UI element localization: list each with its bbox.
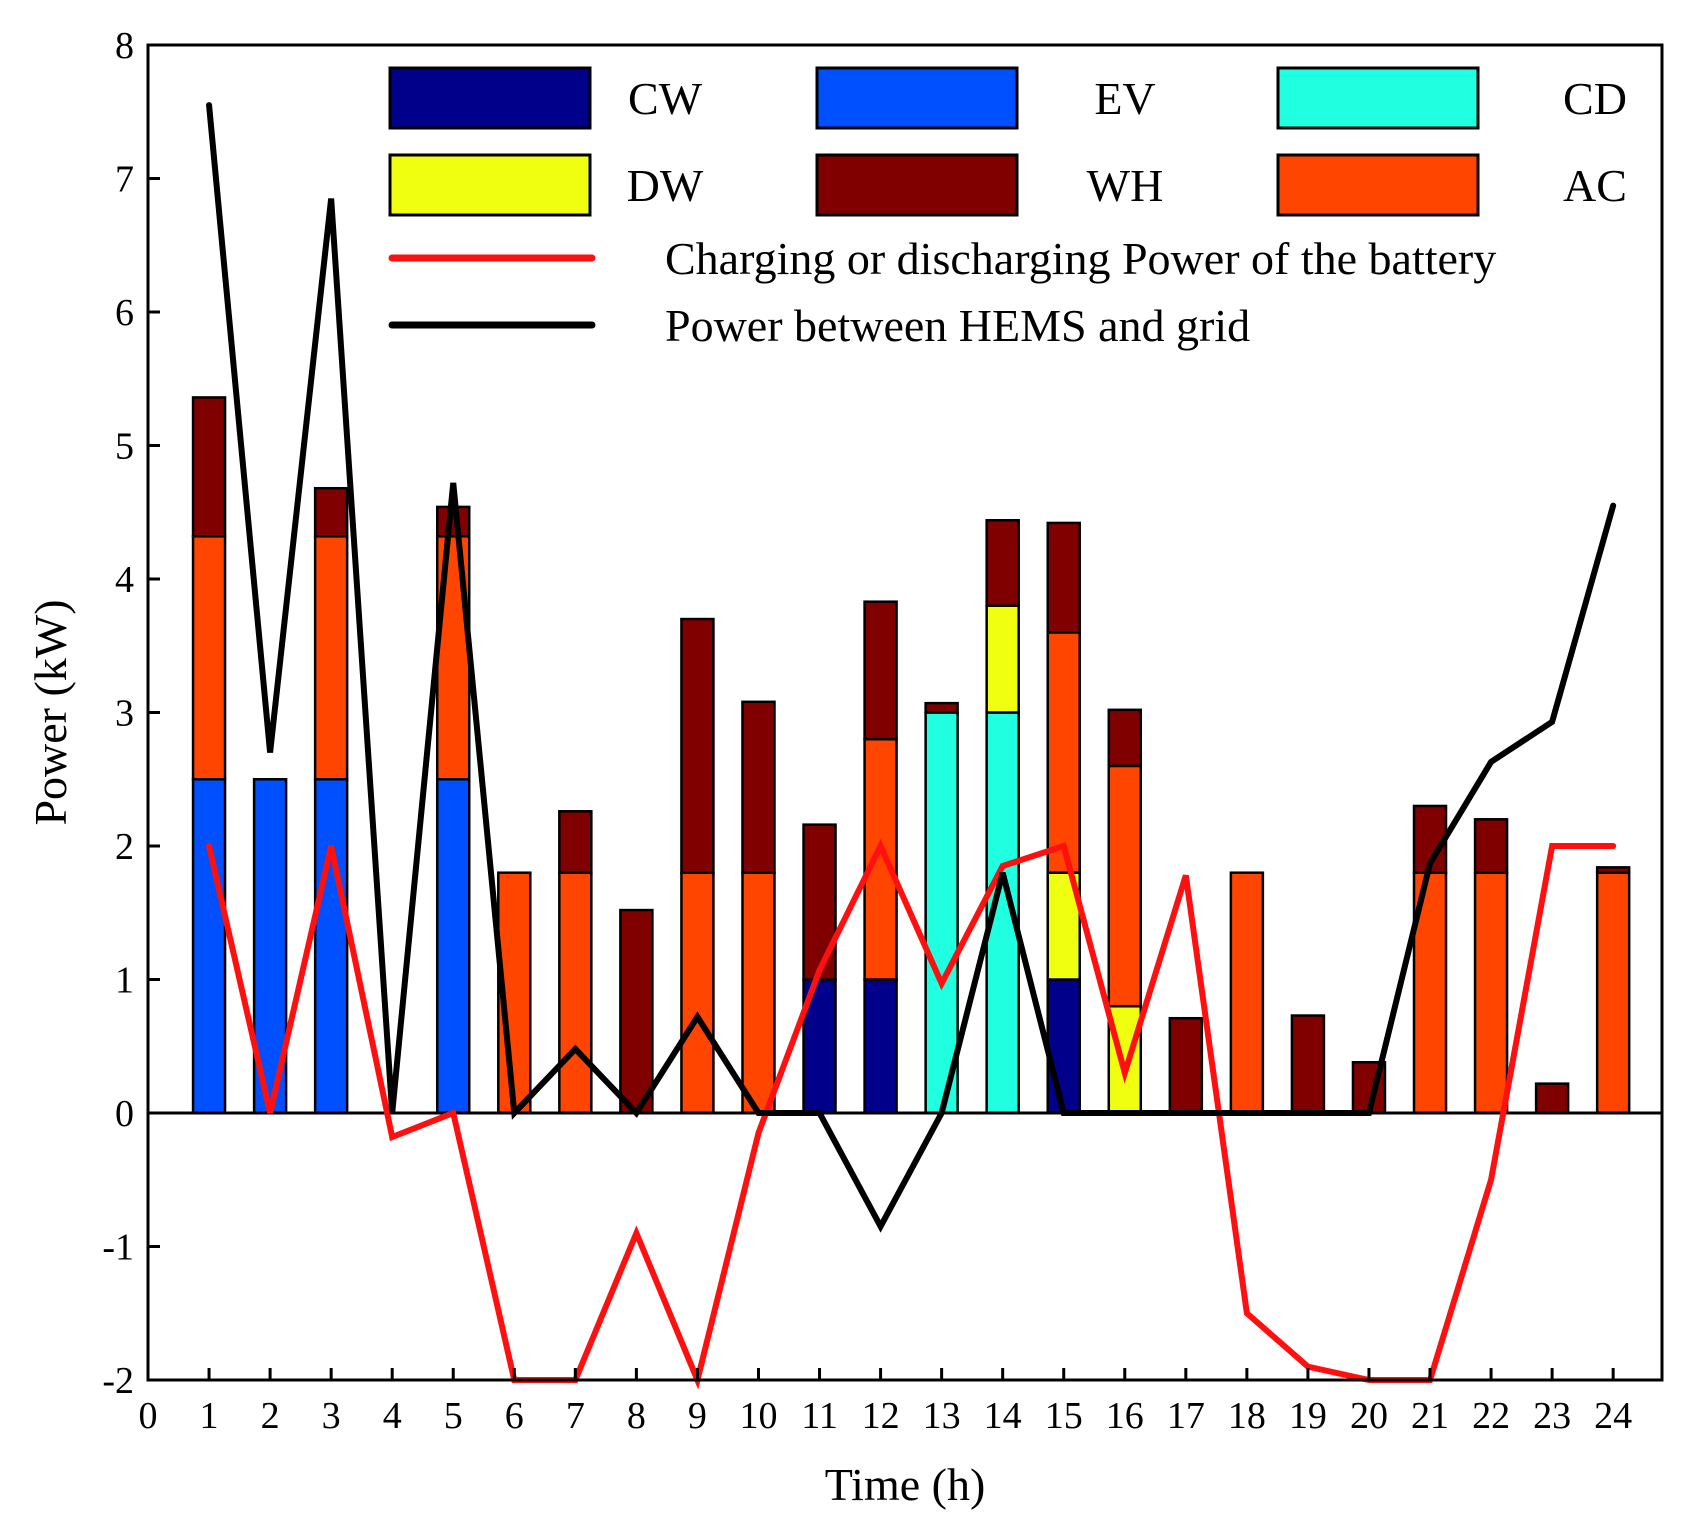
bar-wh-22 [1473, 818, 1509, 874]
bar-ev-5 [435, 778, 471, 1115]
y-tick-label: 6 [115, 292, 134, 334]
x-tick-label: 16 [1106, 1395, 1144, 1437]
x-tick-label: 23 [1533, 1395, 1571, 1437]
y-tick-label: 8 [115, 25, 134, 67]
grid-power-line [206, 102, 1617, 1233]
legend-label-battery: Charging or discharging Power of the bat… [665, 233, 1496, 284]
bar-ac-18 [1229, 871, 1265, 1115]
bar-ac-22 [1473, 871, 1509, 1115]
bar-ev-3 [313, 778, 349, 1115]
legend-swatch-dw [388, 153, 592, 217]
x-tick-label: 3 [322, 1395, 341, 1437]
legend-swatch-cw [388, 66, 592, 130]
legend-swatch-ev [815, 66, 1019, 130]
bar-ac-1 [191, 535, 227, 781]
bar-ac-16 [1107, 764, 1143, 1008]
bar-wh-24 [1595, 866, 1631, 874]
lines-layer [206, 102, 1617, 1390]
x-tick-label: 13 [923, 1395, 961, 1437]
y-tick-label: 2 [115, 826, 134, 868]
y-axis-title: Power (kW) [25, 599, 76, 825]
bar-wh-11 [802, 823, 837, 981]
x-tick-label: 18 [1228, 1395, 1266, 1437]
bar-ac-24 [1595, 871, 1631, 1115]
y-tick-label: 7 [115, 159, 134, 201]
bar-wh-7 [558, 810, 593, 874]
bar-ev-1 [191, 778, 227, 1115]
x-tick-label: 4 [383, 1395, 402, 1437]
x-tick-label: 2 [261, 1395, 280, 1437]
bar-wh-16 [1107, 708, 1143, 768]
legend-label-grid: Power between HEMS and grid [665, 300, 1250, 351]
bar-dw-14 [985, 604, 1020, 714]
bar-cd-13 [924, 711, 959, 1115]
bar-wh-19 [1290, 1014, 1326, 1115]
x-tick-label: 9 [688, 1395, 707, 1437]
legend-swatch-wh [815, 153, 1019, 217]
bar-ac-9 [680, 871, 715, 1115]
x-axis-title: Time (h) [825, 1459, 986, 1510]
bar-wh-14 [985, 519, 1020, 607]
x-tick-label: 7 [566, 1395, 585, 1437]
bar-wh-8 [619, 908, 654, 1115]
y-tick-label: 4 [115, 559, 134, 601]
bar-wh-9 [680, 617, 715, 874]
x-tick-label: 5 [444, 1395, 463, 1437]
x-tick-label: 6 [505, 1395, 524, 1437]
bar-cw-15 [1046, 978, 1081, 1115]
x-tick-label: 20 [1350, 1395, 1388, 1437]
bars-layer [191, 396, 1631, 1115]
bar-wh-3 [313, 486, 349, 538]
legend-label-cw: CW [628, 73, 703, 124]
legend-swatch-ac [1276, 153, 1480, 217]
x-tick-label: 14 [984, 1395, 1022, 1437]
y-tick-label: 3 [115, 693, 134, 735]
bar-wh-17 [1168, 1016, 1204, 1115]
legend-label-ev: EV [1094, 73, 1155, 124]
legend: CW EV CD DW WH AC Charging or discharging Powe… [388, 66, 1627, 351]
axes-layer: 0 1 2 3 4 5 6 7 8 9 10 11 12 13 14 15 16 17 18 19 20 21 22 23 24… [102, 25, 1632, 1437]
x-tick-label: 17 [1167, 1395, 1205, 1437]
bar-wh-10 [741, 700, 776, 874]
legend-label-wh: WH [1087, 160, 1164, 211]
bar-wh-13 [924, 701, 959, 714]
x-tick-label: 12 [862, 1395, 900, 1437]
x-tick-label: 24 [1594, 1395, 1632, 1437]
bar-ac-15 [1046, 631, 1081, 874]
y-tick-label: 0 [115, 1093, 134, 1135]
bar-wh-23 [1534, 1082, 1570, 1115]
bar-ac-10 [741, 871, 776, 1115]
bar-ac-12 [863, 737, 898, 981]
bar-ac-7 [558, 871, 593, 1115]
x-tick-label: 19 [1289, 1395, 1327, 1437]
bar-cw-12 [863, 978, 898, 1115]
y-tick-label: -1 [102, 1227, 134, 1269]
bar-wh-1 [191, 396, 227, 538]
x-tick-label: 1 [200, 1395, 219, 1437]
y-tick-label: 5 [115, 426, 134, 468]
legend-label-dw: DW [627, 160, 704, 211]
legend-label-ac: AC [1563, 160, 1627, 211]
x-tick-label: 11 [801, 1395, 838, 1437]
x-tick-label: 10 [739, 1395, 777, 1437]
y-tick-label: 1 [115, 960, 134, 1002]
bar-wh-12 [863, 600, 898, 741]
x-tick-label: 22 [1472, 1395, 1510, 1437]
y-tick-label: -2 [102, 1360, 134, 1402]
x-tick-label: 21 [1411, 1395, 1449, 1437]
x-tick-label: 15 [1045, 1395, 1083, 1437]
x-tick-label: 0 [139, 1395, 158, 1437]
legend-swatch-cd [1276, 66, 1480, 130]
bar-ac-3 [313, 535, 349, 781]
x-tick-label: 8 [627, 1395, 646, 1437]
legend-label-cd: CD [1563, 73, 1627, 124]
bar-wh-15 [1046, 521, 1081, 634]
